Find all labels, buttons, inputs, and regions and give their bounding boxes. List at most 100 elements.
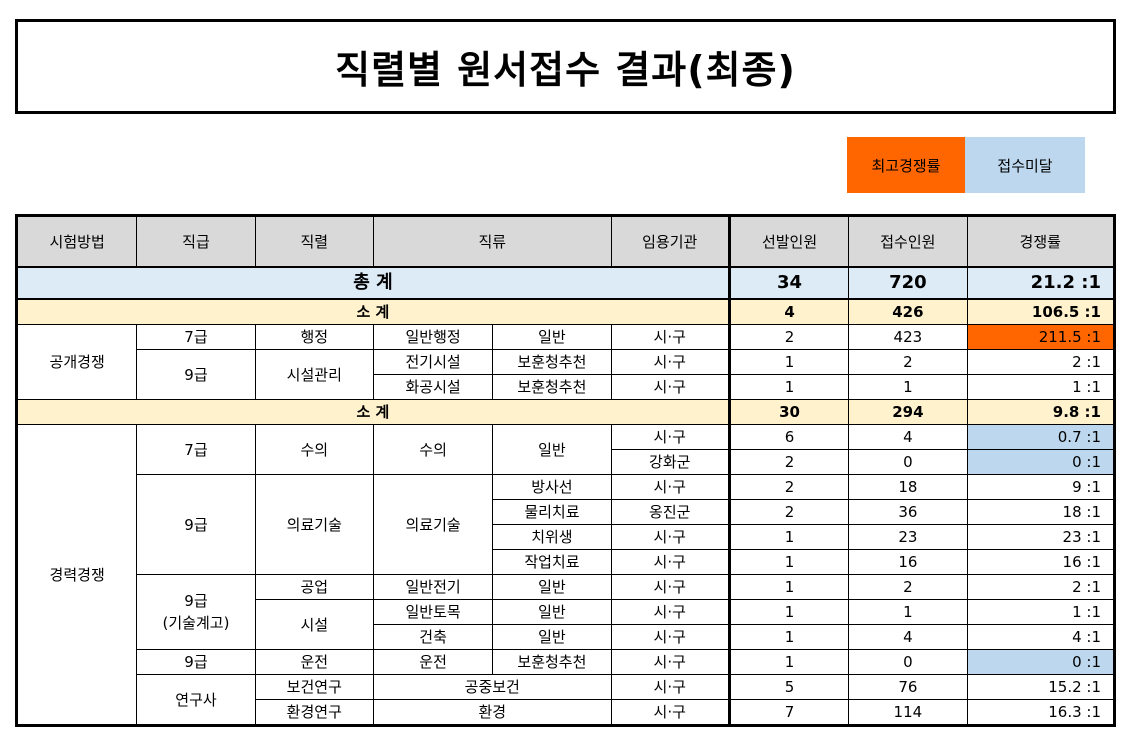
agency-cell: 시·구	[610, 374, 730, 400]
table-row: 화공시설 보훈청추천 시·구 1 1 1 :1	[17, 374, 1116, 400]
subtotal-selected: 4	[727, 298, 850, 325]
selected-cell: 2	[727, 449, 850, 475]
table-row: 건축 일반 시·구 1 4 4 :1	[17, 624, 1116, 650]
legend-highest-rate: 최고경쟁률	[847, 137, 965, 193]
rate-cell-under: 0 :1	[966, 649, 1116, 675]
class-cell: 환경	[372, 699, 612, 726]
applied-cell: 76	[848, 674, 968, 700]
class1-cell: 운전	[372, 649, 494, 675]
class2-cell: 작업치료	[492, 549, 612, 575]
table-row: 치위생 시·구 1 23 23 :1	[17, 524, 1116, 550]
header-series: 직렬	[254, 215, 374, 268]
table-row: 물리치료 옹진군 2 36 18 :1	[17, 499, 1116, 525]
selected-cell: 1	[727, 524, 850, 550]
class2-cell: 보훈청추천	[492, 649, 612, 675]
grade-cell: 9급	[136, 349, 256, 400]
agency-cell: 시·구	[610, 649, 730, 675]
page-title: 직렬별 원서접수 결과(최종)	[15, 19, 1116, 114]
applied-cell: 23	[848, 524, 968, 550]
series-cell: 시설	[254, 599, 374, 650]
applied-cell: 423	[848, 324, 968, 350]
subtotal-selected: 30	[727, 399, 850, 425]
class1-cell: 화공시설	[372, 374, 494, 400]
subtotal-applied: 294	[848, 399, 968, 425]
selected-cell: 1	[727, 624, 850, 650]
subtotal-row: 소 계 30 294 9.8 :1	[16, 399, 1116, 425]
rate-cell: 4 :1	[966, 624, 1116, 650]
class1-cell: 일반행정	[372, 324, 494, 350]
selected-cell: 1	[727, 549, 850, 575]
selected-cell: 5	[727, 674, 850, 700]
class2-cell: 방사선	[492, 474, 612, 500]
agency-cell: 시·구	[610, 599, 730, 625]
grade-line: 9급	[184, 592, 208, 610]
agency-cell: 시·구	[610, 624, 730, 650]
class1-cell: 일반전기	[372, 574, 494, 600]
rate-cell: 2 :1	[966, 349, 1116, 375]
total-label: 총 계	[16, 266, 730, 300]
series-cell: 보건연구	[254, 674, 374, 700]
header-method: 시험방법	[15, 215, 138, 268]
series-cell: 의료기술	[254, 474, 374, 575]
agency-cell: 시·구	[610, 324, 730, 350]
subtotal-rate: 106.5 :1	[966, 298, 1116, 325]
class2-cell: 일반	[492, 324, 612, 350]
table-row: 9급 시설관리 전기시설 보훈청추천 시·구 1 2 2 :1	[17, 349, 1116, 400]
subtotal-row: 소 계 4 426 106.5 :1	[16, 298, 1116, 325]
total-row: 총 계 34 720 21.2 :1	[16, 266, 1116, 300]
series-cell: 시설관리	[254, 349, 374, 400]
agency-cell: 옹진군	[610, 499, 730, 525]
class2-cell: 일반	[492, 599, 612, 625]
rate-cell: 2 :1	[966, 574, 1116, 600]
applied-cell: 2	[848, 574, 968, 600]
header-row: 시험방법 직급 직렬 직류 임용기관 선발인원 접수인원 경쟁률	[15, 215, 1116, 268]
table-row: 연구사 보건연구 공중보건 시·구 5 76 15.2 :1	[17, 674, 1116, 726]
class2-cell: 일반	[492, 424, 612, 475]
applied-cell: 1	[848, 599, 968, 625]
header-class: 직류	[372, 215, 612, 268]
agency-cell: 시·구	[610, 474, 730, 500]
rate-cell: 18 :1	[966, 499, 1116, 525]
rate-cell: 16 :1	[966, 549, 1116, 575]
legend-under-applied: 접수미달	[965, 137, 1085, 193]
selected-cell: 2	[727, 499, 850, 525]
grade-cell: 9급	[136, 474, 256, 575]
series-cell: 환경연구	[254, 699, 374, 726]
agency-cell: 시·구	[610, 674, 730, 700]
subtotal-label: 소 계	[16, 399, 730, 425]
series-cell: 수의	[254, 424, 374, 475]
header-rate: 경쟁률	[966, 215, 1116, 268]
selected-cell: 2	[727, 324, 850, 350]
selected-cell: 7	[727, 699, 850, 726]
selected-cell: 1	[727, 599, 850, 625]
header-selected: 선발인원	[727, 215, 850, 268]
class1-cell: 수의	[372, 424, 494, 475]
series-cell: 공업	[254, 574, 374, 600]
rate-cell-under: 0 :1	[966, 449, 1116, 475]
agency-cell: 시·구	[610, 524, 730, 550]
grade-cell: 7급	[136, 324, 256, 350]
grade-cell: 9급	[136, 649, 256, 675]
grade-line-sub: (기술계고)	[162, 614, 230, 632]
subtotal-rate: 9.8 :1	[966, 399, 1116, 425]
rate-cell: 1 :1	[966, 374, 1116, 400]
class1-cell: 전기시설	[372, 349, 494, 375]
applied-cell: 0	[848, 649, 968, 675]
header-applied: 접수인원	[848, 215, 968, 268]
class1-cell: 건축	[372, 624, 494, 650]
rate-cell: 1 :1	[966, 599, 1116, 625]
agency-cell: 시·구	[610, 349, 730, 375]
selected-cell: 1	[727, 349, 850, 375]
rate-cell: 16.3 :1	[966, 699, 1116, 726]
applied-cell: 0	[848, 449, 968, 475]
applied-cell: 4	[848, 624, 968, 650]
header-agency: 임용기관	[610, 215, 730, 268]
method-cell: 경력경쟁	[15, 424, 138, 726]
class2-cell: 보훈청추천	[492, 374, 612, 400]
selected-cell: 1	[727, 574, 850, 600]
grade-cell: 7급	[136, 424, 256, 475]
subtotal-applied: 426	[848, 298, 968, 325]
table-row: 환경연구 환경 시·구 7 114 16.3 :1	[17, 699, 1116, 726]
applied-cell: 2	[848, 349, 968, 375]
series-cell: 운전	[254, 649, 374, 675]
